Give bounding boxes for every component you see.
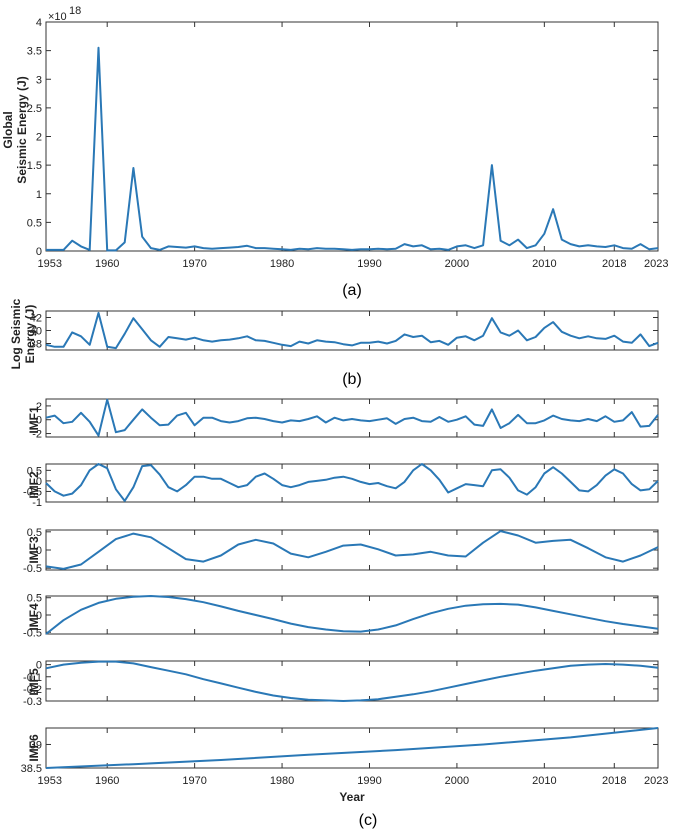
y-tick-label: 0 — [36, 545, 42, 557]
y-tick-label: 38.5 — [21, 763, 42, 775]
x-tick-label: 1960 — [95, 775, 119, 787]
x-axis-label: Year — [339, 790, 365, 804]
y-tick-label: 1 — [36, 189, 42, 201]
x-tick-label: 1990 — [357, 258, 381, 270]
y-tick-label: -0.3 — [23, 696, 42, 708]
y-exponent-label: ×10 — [48, 11, 67, 23]
x-tick-label: 1970 — [182, 775, 206, 787]
y-axis-label: IMF1 — [27, 406, 41, 434]
x-tick-label: 1953 — [38, 258, 62, 270]
series-line — [45, 398, 659, 437]
y-tick-label: 2 — [36, 401, 42, 413]
axes-box — [45, 310, 659, 351]
y-tick-label: 4 — [36, 17, 42, 29]
axes-box — [45, 595, 659, 635]
x-tick-label: 1990 — [357, 775, 381, 787]
x-tick-label: 2018 — [602, 258, 626, 270]
y-axis-label: Log SeismicEnergy (J) — [9, 298, 37, 369]
y-tick-label: -0.5 — [23, 627, 42, 639]
y-tick-label: -0.1 — [23, 672, 42, 684]
y-tick-label: 2.5 — [27, 103, 42, 115]
y-tick-label: 3 — [36, 74, 42, 86]
x-tick-label: 2023 — [644, 775, 668, 787]
x-tick-label: 2010 — [532, 775, 556, 787]
axes-box — [45, 21, 659, 252]
series-line — [46, 46, 659, 252]
x-tick-label: 2000 — [445, 258, 469, 270]
axes-box — [45, 529, 659, 571]
y-tick-label: 0 — [36, 246, 42, 258]
y-exponent-power: 18 — [69, 5, 81, 17]
axes-box — [45, 463, 659, 503]
x-tick-label: 1980 — [270, 775, 294, 787]
y-axis-label: GlobalSeismic Energy (J) — [1, 76, 29, 183]
y-tick-label: 0 — [36, 476, 42, 488]
y-axis-label: IMF4 — [27, 603, 41, 631]
y-axis-label: IMF3 — [27, 536, 41, 564]
y-tick-label: 0 — [36, 610, 42, 622]
series-line — [45, 311, 659, 350]
y-tick-label: 1.5 — [27, 160, 42, 172]
x-tick-label: 2000 — [445, 775, 469, 787]
y-tick-label: 0.5 — [27, 593, 42, 605]
x-tick-label: 2010 — [532, 258, 556, 270]
y-tick-label: 38 — [30, 339, 42, 351]
x-tick-label: 1953 — [38, 775, 62, 787]
y-tick-label: -0.5 — [23, 486, 42, 498]
series-line — [45, 463, 659, 502]
y-tick-label: -0.5 — [23, 563, 42, 575]
y-tick-label: 0.5 — [27, 217, 42, 229]
y-tick-label: 40 — [30, 326, 42, 338]
caption-a: (a) — [342, 282, 362, 299]
axes-box — [45, 727, 659, 769]
y-axis-label: IMF2 — [27, 471, 41, 499]
x-tick-label: 1980 — [270, 258, 294, 270]
y-tick-label: 0 — [36, 660, 42, 672]
y-axis-label: IMF5 — [27, 668, 41, 696]
series-line — [45, 660, 659, 702]
series-line — [45, 530, 659, 570]
y-tick-label: 3.5 — [27, 46, 42, 58]
y-tick-label: -1 — [32, 497, 42, 509]
y-tick-label: 0 — [36, 415, 42, 427]
panel-a: 0 0.5 1 1.5 2 2.5 3 3.5 4 1953 1960 1970 1980 1990 200… — [1, 5, 668, 270]
y-axis-label: IMF6 — [27, 734, 41, 762]
x-tick-label: 2018 — [602, 775, 626, 787]
panel-imf6: 38.5 39 1953 1960 1970 1980 1990 2000 2010 2018 20… — [21, 727, 668, 804]
y-tick-label: 0.5 — [27, 465, 42, 477]
x-tick-label: 1960 — [95, 258, 119, 270]
y-tick-label: -0.2 — [23, 684, 42, 696]
y-tick-label: 39 — [30, 739, 42, 751]
y-tick-label: 0.5 — [27, 527, 42, 539]
y-tick-label: 42 — [30, 313, 42, 325]
y-tick-label: -2 — [32, 429, 42, 441]
series-line — [45, 595, 659, 635]
y-tick-label: 2 — [36, 132, 42, 144]
caption-c: (c) — [359, 812, 378, 829]
axes-box — [45, 398, 659, 438]
series-line — [45, 727, 659, 769]
caption-b: (b) — [342, 371, 362, 388]
x-tick-label: 2023 — [644, 258, 668, 270]
x-tick-label: 1970 — [182, 258, 206, 270]
